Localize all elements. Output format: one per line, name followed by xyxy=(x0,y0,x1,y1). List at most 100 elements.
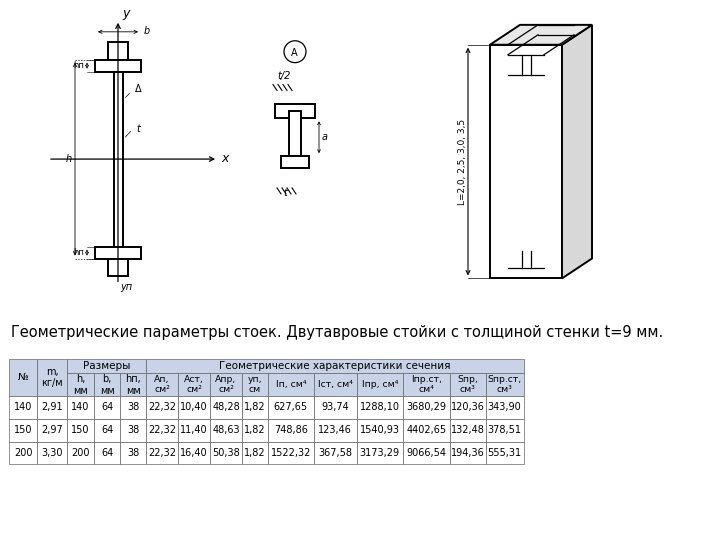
Text: b: b xyxy=(144,26,150,36)
Bar xyxy=(94,442,120,464)
Text: 3680,29: 3680,29 xyxy=(406,402,446,413)
Text: 38: 38 xyxy=(127,425,139,435)
Text: Iп, см⁴: Iп, см⁴ xyxy=(276,380,306,389)
Bar xyxy=(210,419,242,442)
Bar xyxy=(67,373,94,396)
Text: 22,32: 22,32 xyxy=(148,425,176,435)
Text: 3,30: 3,30 xyxy=(41,448,63,458)
Bar xyxy=(178,442,210,464)
Bar xyxy=(268,419,314,442)
Text: Aп,
см²: Aп, см² xyxy=(154,375,170,394)
Bar xyxy=(242,419,268,442)
Bar xyxy=(67,419,94,442)
Text: 1,82: 1,82 xyxy=(244,448,266,458)
Bar xyxy=(357,396,402,419)
Text: yп,
см: yп, см xyxy=(248,375,262,394)
Bar xyxy=(210,442,242,464)
Bar xyxy=(67,396,94,419)
Text: 2,91: 2,91 xyxy=(41,402,63,413)
Bar xyxy=(146,373,178,396)
Bar xyxy=(37,359,67,396)
Bar xyxy=(242,396,268,419)
Text: A: A xyxy=(291,48,297,58)
Text: 627,65: 627,65 xyxy=(274,402,308,413)
Text: yп: yп xyxy=(120,282,132,292)
Text: Aпр,
см²: Aпр, см² xyxy=(215,375,237,394)
Text: m,
кг/м: m, кг/м xyxy=(41,367,63,388)
Bar xyxy=(95,59,141,72)
Bar xyxy=(146,419,178,442)
Bar xyxy=(95,247,141,259)
Bar xyxy=(314,419,357,442)
Bar xyxy=(402,442,450,464)
Text: hп: hп xyxy=(73,248,84,257)
Text: 367,58: 367,58 xyxy=(318,448,352,458)
Bar xyxy=(242,442,268,464)
Text: 38: 38 xyxy=(127,448,139,458)
Bar xyxy=(9,442,37,464)
Text: 1,82: 1,82 xyxy=(244,402,266,413)
Text: 748,86: 748,86 xyxy=(274,425,308,435)
Bar xyxy=(402,419,450,442)
Bar xyxy=(94,396,120,419)
Bar xyxy=(120,442,146,464)
Text: t/2: t/2 xyxy=(277,71,290,80)
Text: hп: hп xyxy=(73,61,84,70)
Bar xyxy=(114,72,122,247)
Bar xyxy=(357,373,402,396)
Text: 93,74: 93,74 xyxy=(321,402,349,413)
Bar xyxy=(108,42,128,59)
Bar xyxy=(37,419,67,442)
Text: Aст,
см²: Aст, см² xyxy=(184,375,204,394)
Bar xyxy=(357,442,402,464)
Bar xyxy=(450,373,486,396)
Text: 123,46: 123,46 xyxy=(318,425,352,435)
Bar xyxy=(120,396,146,419)
Text: 3173,29: 3173,29 xyxy=(360,448,400,458)
Text: 48,28: 48,28 xyxy=(212,402,240,413)
Bar xyxy=(268,373,314,396)
Bar xyxy=(37,396,67,419)
Text: t: t xyxy=(137,124,140,134)
Text: x: x xyxy=(221,152,228,165)
Text: 48,63: 48,63 xyxy=(212,425,240,435)
Bar xyxy=(178,373,210,396)
Text: 1540,93: 1540,93 xyxy=(360,425,400,435)
Bar xyxy=(268,396,314,419)
Bar xyxy=(146,396,178,419)
Bar xyxy=(146,359,523,373)
Bar xyxy=(242,373,268,396)
Text: 140: 140 xyxy=(14,402,32,413)
Bar xyxy=(210,373,242,396)
Text: 200: 200 xyxy=(14,448,32,458)
Bar xyxy=(67,442,94,464)
Text: 150: 150 xyxy=(14,425,32,435)
Text: Размеры: Размеры xyxy=(83,361,130,371)
Bar xyxy=(450,419,486,442)
Bar xyxy=(486,396,523,419)
Bar xyxy=(9,396,37,419)
Text: 140: 140 xyxy=(71,402,90,413)
Text: 150: 150 xyxy=(71,425,90,435)
Bar xyxy=(486,419,523,442)
Bar xyxy=(314,442,357,464)
Text: 343,90: 343,90 xyxy=(487,402,521,413)
Text: Геометрические параметры стоек. Двутавровые стойки с толщиной стенки t=9 мм.: Геометрические параметры стоек. Двутавро… xyxy=(11,326,663,340)
Text: Геометрические характеристики сечения: Геометрические характеристики сечения xyxy=(219,361,451,371)
Bar xyxy=(120,373,146,396)
Bar xyxy=(268,442,314,464)
Bar xyxy=(314,373,357,396)
Text: h,
мм: h, мм xyxy=(73,374,88,395)
Bar xyxy=(450,396,486,419)
Text: L=2,0, 2,5, 3,0, 3,5: L=2,0, 2,5, 3,0, 3,5 xyxy=(459,118,467,205)
Text: №: № xyxy=(18,373,29,382)
Text: 194,36: 194,36 xyxy=(451,448,485,458)
Text: h: h xyxy=(66,154,72,164)
Bar xyxy=(275,104,315,118)
Text: 200: 200 xyxy=(71,448,90,458)
Text: Sпр.ст,
см³: Sпр.ст, см³ xyxy=(487,375,522,394)
Text: 555,31: 555,31 xyxy=(487,448,522,458)
Bar xyxy=(94,419,120,442)
Bar xyxy=(314,396,357,419)
Polygon shape xyxy=(490,25,592,45)
